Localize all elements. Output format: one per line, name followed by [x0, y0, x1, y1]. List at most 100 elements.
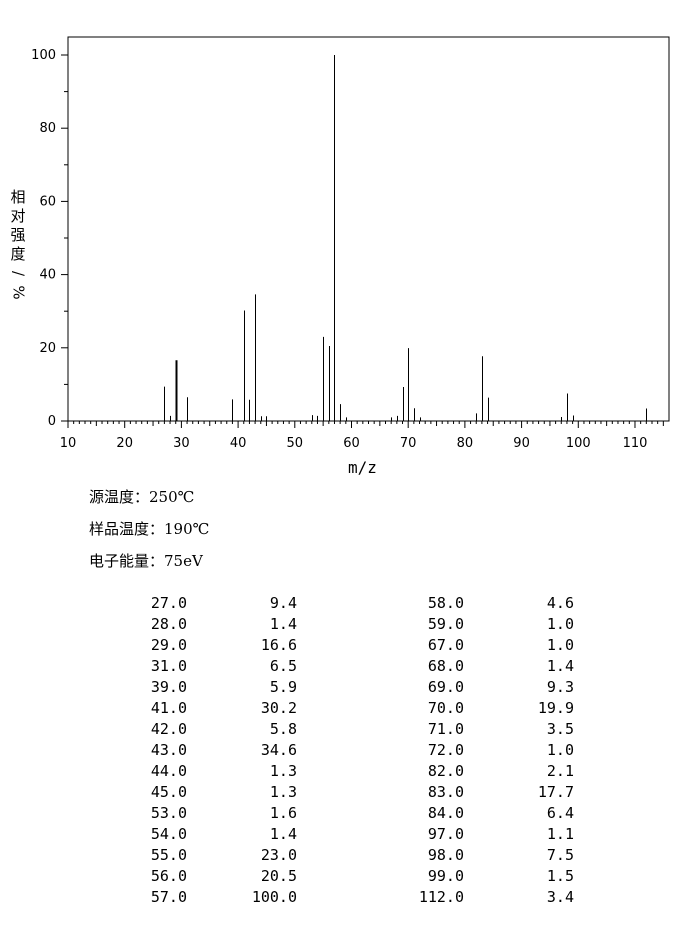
peak-mz: 57.0	[150, 888, 187, 906]
peak-abundance: 23.0	[260, 846, 297, 864]
peak-mz: 58.0	[427, 594, 464, 612]
y-axis-label-char: 对	[10, 207, 26, 225]
peak-mz: 59.0	[427, 615, 464, 633]
peak-abundance: 2.1	[546, 762, 574, 780]
peak-table-row: 97.0 1.1	[414, 824, 574, 845]
spectrum-peaks	[164, 55, 647, 421]
peak-mz: 112.0	[418, 888, 464, 906]
peak-mz: 31.0	[150, 657, 187, 675]
peak-mz: 68.0	[427, 657, 464, 675]
peak-mz: 43.0	[150, 741, 187, 759]
y-axis-label-slash: /	[9, 270, 28, 277]
peak-table-row: 44.0 1.3	[137, 761, 297, 782]
peak-table-column-2: 58.0 4.6 59.0 1.0 67.0 1.0 68.0 1.4 69.0 9.3 70.0 1…	[414, 593, 574, 908]
peak-abundance: 1.3	[269, 783, 297, 801]
x-tick-label: 70	[400, 436, 417, 451]
x-tick-label: 110	[623, 436, 648, 451]
peak-abundance: 16.6	[260, 636, 297, 654]
peak-mz: 97.0	[427, 825, 464, 843]
peak-table-row: 70.0 19.9	[414, 698, 574, 719]
peak-abundance: 4.6	[546, 594, 574, 612]
x-axis-ticks: 10 20 30 40 50 60 70 80 90 100 110	[60, 421, 664, 451]
peak-table-row: 41.0 30.2	[137, 698, 297, 719]
peak-abundance: 1.0	[546, 615, 574, 633]
x-tick-label: 100	[566, 436, 591, 451]
peak-abundance: 9.3	[546, 678, 574, 696]
peak-abundance: 1.5	[546, 867, 574, 885]
source-temperature: 源温度：250℃	[89, 488, 195, 506]
sample-temperature: 样品温度：190℃	[89, 520, 210, 538]
peak-mz: 53.0	[150, 804, 187, 822]
peak-abundance: 6.4	[546, 804, 574, 822]
peak-table-row: 29.0 16.6	[137, 635, 297, 656]
y-axis-label: 相 对 强 度 / %	[9, 188, 28, 302]
y-axis-label-char: 度	[10, 245, 26, 263]
peak-table-column-1: 27.0 9.4 28.0 1.4 29.0 16.6 31.0 6.5 39.0 5.9 41.0…	[137, 593, 297, 908]
peak-abundance: 5.8	[269, 720, 297, 738]
peak-table-row: 39.0 5.9	[137, 677, 297, 698]
peak-table-row: 43.0 34.6	[137, 740, 297, 761]
y-tick-label: 80	[39, 121, 56, 136]
peak-mz: 70.0	[427, 699, 464, 717]
peak-mz: 27.0	[150, 594, 187, 612]
peak-abundance: 3.5	[546, 720, 574, 738]
peak-abundance: 5.9	[269, 678, 297, 696]
peak-abundance: 3.4	[546, 888, 574, 906]
peak-mz: 84.0	[427, 804, 464, 822]
y-axis-ticks: 0 20 40 60 80 100	[31, 48, 68, 429]
x-tick-label: 60	[343, 436, 360, 451]
peak-mz: 39.0	[150, 678, 187, 696]
peak-abundance: 100.0	[251, 888, 297, 906]
peak-mz: 56.0	[150, 867, 187, 885]
peak-table-row: 56.0 20.5	[137, 866, 297, 887]
peak-table-row: 72.0 1.0	[414, 740, 574, 761]
peak-table-row: 112.0 3.4	[414, 887, 574, 908]
peak-table-row: 99.0 1.5	[414, 866, 574, 887]
peak-abundance: 6.5	[269, 657, 297, 675]
peak-table-row: 67.0 1.0	[414, 635, 574, 656]
peak-table-row: 57.0 100.0	[137, 887, 297, 908]
peak-mz: 71.0	[427, 720, 464, 738]
peak-table-row: 31.0 6.5	[137, 656, 297, 677]
peak-abundance: 17.7	[537, 783, 574, 801]
peak-mz: 54.0	[150, 825, 187, 843]
peak-abundance: 1.4	[546, 657, 574, 675]
peak-mz: 69.0	[427, 678, 464, 696]
peak-table-row: 82.0 2.1	[414, 761, 574, 782]
peak-table-row: 55.0 23.0	[137, 845, 297, 866]
peak-table-row: 27.0 9.4	[137, 593, 297, 614]
peak-table-row: 83.0 17.7	[414, 782, 574, 803]
peak-abundance: 19.9	[537, 699, 574, 717]
peak-table-row: 58.0 4.6	[414, 593, 574, 614]
peak-abundance: 30.2	[260, 699, 297, 717]
peak-abundance: 1.0	[546, 636, 574, 654]
x-axis-label: m/z	[348, 458, 377, 477]
peak-abundance: 1.6	[269, 804, 297, 822]
x-tick-label: 40	[230, 436, 247, 451]
peak-table-row: 71.0 3.5	[414, 719, 574, 740]
peak-table-row: 28.0 1.4	[137, 614, 297, 635]
x-tick-label: 80	[457, 436, 474, 451]
y-tick-label: 0	[48, 414, 56, 429]
mass-spectrum-chart: 0 20 40 60 80 100 10 20 30 40 50 60 70 80 90 100 110	[31, 36, 670, 451]
peak-mz: 98.0	[427, 846, 464, 864]
y-axis-label-unit: %	[9, 285, 28, 300]
peak-mz: 29.0	[150, 636, 187, 654]
peak-mz: 41.0	[150, 699, 187, 717]
y-tick-label: 20	[39, 341, 56, 356]
peak-mz: 72.0	[427, 741, 464, 759]
peak-abundance: 7.5	[546, 846, 574, 864]
peak-mz: 42.0	[150, 720, 187, 738]
peak-abundance: 1.4	[269, 615, 297, 633]
peak-mz: 67.0	[427, 636, 464, 654]
x-tick-label: 20	[116, 436, 133, 451]
y-tick-label: 60	[39, 194, 56, 209]
y-axis-label-char: 强	[10, 226, 26, 244]
peak-mz: 83.0	[427, 783, 464, 801]
peak-abundance: 20.5	[260, 867, 297, 885]
electron-energy: 电子能量：75eV	[89, 552, 203, 570]
peak-table-row: 42.0 5.8	[137, 719, 297, 740]
peak-abundance: 1.3	[269, 762, 297, 780]
peak-mz: 55.0	[150, 846, 187, 864]
measurement-conditions: 源温度：250℃ 样品温度：190℃ 电子能量：75eV	[89, 486, 209, 582]
